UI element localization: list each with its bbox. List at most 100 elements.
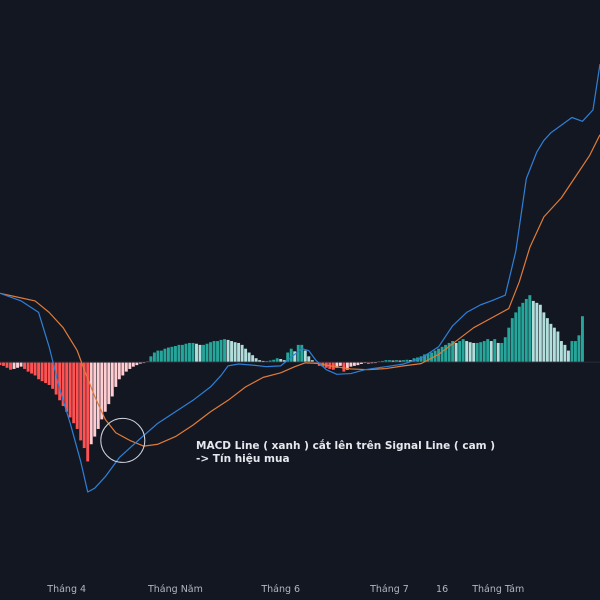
histogram-bar xyxy=(103,362,107,412)
histogram-bar xyxy=(524,299,528,363)
histogram-bar xyxy=(535,302,539,363)
histogram-bar xyxy=(423,354,427,363)
histogram-bar xyxy=(395,360,398,363)
histogram-bar xyxy=(486,339,490,363)
signal-line xyxy=(0,134,600,447)
x-tick-label: Tháng Năm xyxy=(147,584,203,595)
histogram-bar xyxy=(138,362,142,364)
histogram-bar xyxy=(149,356,153,363)
histogram-bar xyxy=(117,362,121,380)
histogram-bar xyxy=(23,362,27,369)
histogram-bar xyxy=(454,342,458,363)
histogram-bar xyxy=(244,348,248,363)
histogram-bar xyxy=(475,342,479,363)
histogram-bar xyxy=(44,362,48,384)
histogram-bar xyxy=(552,327,556,363)
histogram-bar xyxy=(356,362,360,366)
histogram-bar xyxy=(237,342,241,363)
histogram-bar xyxy=(275,358,279,363)
histogram-bar xyxy=(573,341,577,363)
histogram-bar xyxy=(223,339,227,363)
histogram-bar xyxy=(521,302,525,363)
histogram-bar xyxy=(349,362,353,367)
histogram-bar xyxy=(577,335,581,363)
histogram-bar xyxy=(300,344,304,363)
histogram-bar xyxy=(458,341,462,363)
histogram-bar xyxy=(282,360,286,363)
indicator-lines xyxy=(0,63,600,493)
histogram-bar xyxy=(198,344,202,363)
histogram-bar xyxy=(472,342,476,363)
histogram-bar xyxy=(503,337,507,363)
histogram xyxy=(0,295,584,462)
histogram-bar xyxy=(72,362,76,424)
histogram-bar xyxy=(128,362,132,369)
histogram-bar xyxy=(82,362,86,449)
macd-line xyxy=(0,63,600,493)
histogram-bar xyxy=(61,362,65,407)
histogram-bar xyxy=(500,342,504,363)
histogram-bar xyxy=(177,344,181,363)
histogram-bar xyxy=(181,344,184,363)
histogram-bar xyxy=(451,341,455,363)
histogram-bar xyxy=(286,352,290,363)
histogram-bar xyxy=(2,362,5,366)
histogram-bar xyxy=(388,360,391,363)
annotation-line-2: -> Tín hiệu mua xyxy=(196,453,290,465)
histogram-bar xyxy=(68,362,72,418)
histogram-bar xyxy=(289,348,293,363)
histogram-bar xyxy=(65,362,69,412)
histogram-bar xyxy=(279,359,283,363)
histogram-bar xyxy=(381,360,384,363)
histogram-bar xyxy=(268,360,272,363)
histogram-bar xyxy=(563,344,567,363)
histogram-bar xyxy=(233,342,237,363)
histogram-bar xyxy=(51,362,55,389)
histogram-bar xyxy=(110,362,114,397)
histogram-bar xyxy=(205,343,209,363)
histogram-bar xyxy=(307,356,311,363)
histogram-bar xyxy=(75,362,79,429)
histogram-bar xyxy=(37,362,41,380)
histogram-bar xyxy=(93,362,97,437)
histogram-bar xyxy=(345,362,349,370)
histogram-bar xyxy=(54,362,58,395)
histogram-bar xyxy=(556,331,560,363)
annotation-line-1: MACD Line ( xanh ) cắt lên trên Signal L… xyxy=(196,440,496,452)
histogram-bar xyxy=(89,362,93,445)
histogram-bar xyxy=(405,359,409,363)
histogram-bar xyxy=(419,356,423,363)
histogram-bar xyxy=(482,341,486,363)
histogram-bar xyxy=(310,360,314,363)
histogram-bar xyxy=(188,342,191,363)
histogram-bar xyxy=(517,306,521,363)
histogram-bar xyxy=(426,353,430,363)
histogram-bar xyxy=(510,318,514,363)
histogram-bar xyxy=(121,362,125,376)
histogram-bar xyxy=(352,362,356,366)
x-tick-label: Tháng 6 xyxy=(260,584,300,595)
histogram-bar xyxy=(0,362,2,366)
histogram-bar xyxy=(114,362,118,387)
histogram-bar xyxy=(254,358,258,363)
histogram-bar xyxy=(184,343,188,363)
crossover-highlight xyxy=(100,417,146,463)
crossover-annotation: MACD Line ( xanh ) cắt lên trên Signal L… xyxy=(196,440,495,466)
histogram-bar xyxy=(216,341,219,363)
histogram-bar xyxy=(163,348,167,363)
histogram-bar xyxy=(493,339,497,363)
histogram-bar xyxy=(468,342,472,363)
histogram-bar xyxy=(131,362,135,367)
histogram-bar xyxy=(16,362,19,368)
histogram-bar xyxy=(479,342,483,363)
histogram-bar xyxy=(570,341,574,363)
histogram-bar xyxy=(156,350,160,363)
histogram-bar xyxy=(212,341,216,363)
histogram-bar xyxy=(261,360,265,363)
histogram-bar xyxy=(366,362,370,364)
histogram-bar xyxy=(447,342,451,363)
histogram-bar xyxy=(430,352,434,363)
histogram-bar xyxy=(12,362,16,369)
histogram-bar xyxy=(202,344,205,363)
